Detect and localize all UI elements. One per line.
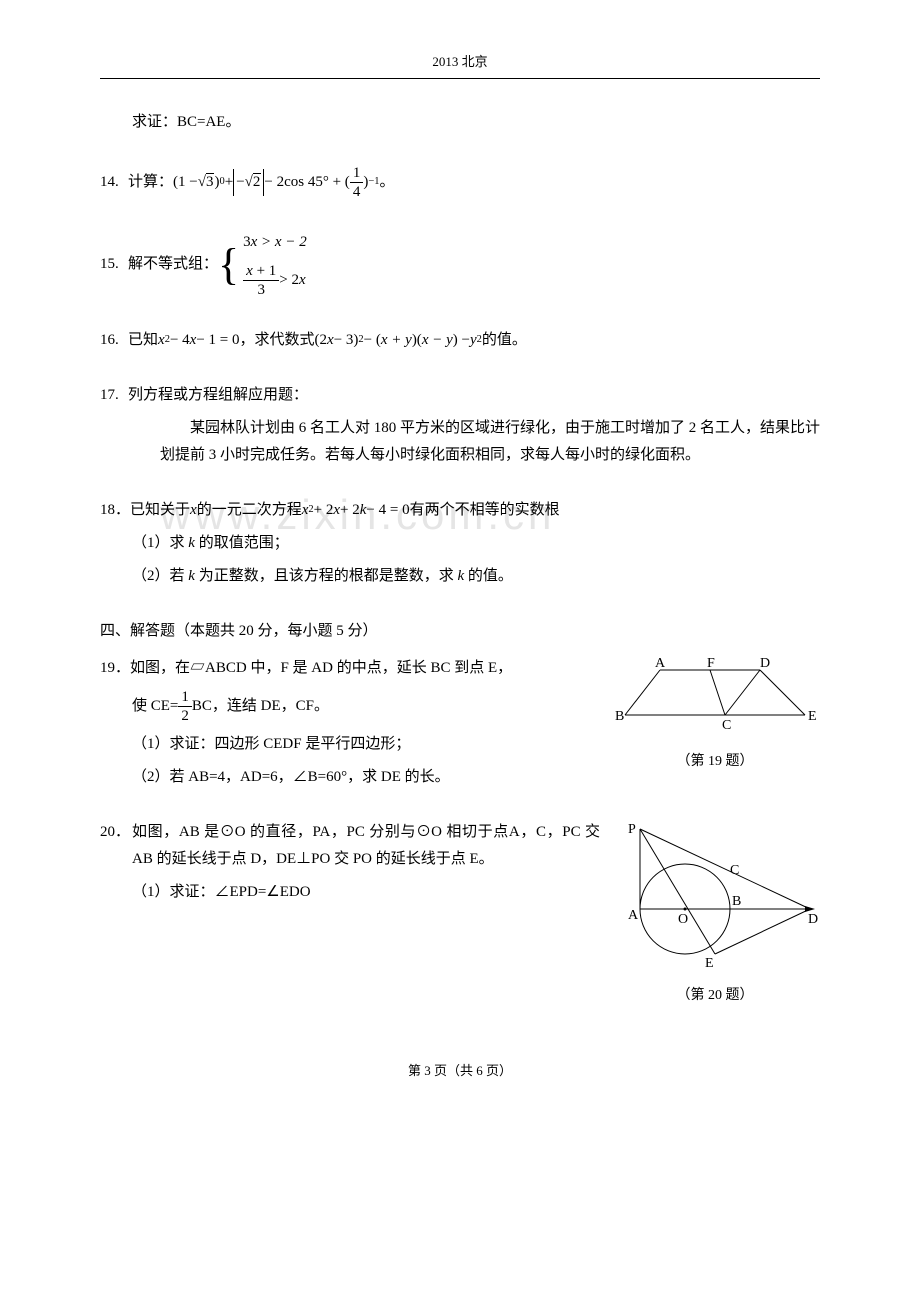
p14-supneg1: −1 xyxy=(368,173,379,192)
fig20-A: A xyxy=(628,908,639,923)
p14-end: 。 xyxy=(379,169,394,196)
p15-frac: x + 13 xyxy=(243,262,279,299)
fig20-caption: （第 20 题） xyxy=(610,983,820,1008)
figure-20: P C A O B D E （第 20 题） xyxy=(610,819,820,1008)
brace-icon: { xyxy=(218,247,239,282)
p19-num: 19． xyxy=(100,655,130,682)
problem-19: A F D B C E （第 19 题） 19． 如图，在▱ABCD 中，F 是… xyxy=(100,655,820,791)
p14-abs: −2 xyxy=(233,169,264,196)
p20-num: 20． xyxy=(100,819,130,846)
header-title: 2013 北京 xyxy=(100,50,820,73)
fig19-E: E xyxy=(808,709,817,724)
p15-line2: x + 13 > 2x xyxy=(243,262,307,299)
page-footer: 第 3 页（共 6 页） xyxy=(100,1059,820,1082)
fig20-E: E xyxy=(705,956,714,969)
p14-e3: + xyxy=(225,169,233,196)
p18-sub2: （2）若 k 为正整数，且该方程的根都是整数，求 k 的值。 xyxy=(132,563,820,590)
problem-20: P C A O B D E （第 20 题） 20． 如图，AB 是⊙O 的直径… xyxy=(100,819,820,1008)
fig19-caption: （第 19 题） xyxy=(610,749,820,774)
p14-label: 计算： xyxy=(128,169,173,196)
p18-sub1: （1）求 k 的取值范围； xyxy=(132,530,820,557)
fig20-O: O xyxy=(678,912,688,927)
figure-20-svg: P C A O B D E xyxy=(610,819,820,969)
figure-19-svg: A F D B C E xyxy=(610,655,820,735)
p14-num: 14. xyxy=(100,169,128,196)
fig20-D: D xyxy=(808,912,818,927)
fig19-A: A xyxy=(655,656,666,671)
problem-18: 18． 已知关于 x 的一元二次方程 x2 + 2 x + 2 k − 4 = … xyxy=(100,497,820,590)
problem-14: 14. 计算： (1 − 3 ) 0 + −2 − 2cos 45° + ( 1… xyxy=(100,164,820,201)
p15-label: 解不等式组： xyxy=(128,251,218,278)
p19-line1: 如图，在▱ABCD 中，F 是 AD 的中点，延长 BC 到点 E， xyxy=(130,655,512,682)
p15-system: { 3x > x − 2 x + 13 > 2x xyxy=(218,229,307,299)
p14-frac: 14 xyxy=(350,164,364,201)
p17-body: 某园林队计划由 6 名工人对 180 平方米的区域进行绿化，由于施工时增加了 2… xyxy=(160,415,820,469)
p14-e1: (1 − xyxy=(173,169,198,196)
p13-text: 求证：BC=AE。 xyxy=(132,114,240,130)
problem-17: 17. 列方程或方程组解应用题： 某园林队计划由 6 名工人对 180 平方米的… xyxy=(100,382,820,469)
p16-label: 已知 xyxy=(128,327,158,354)
p15-num: 15. xyxy=(100,251,128,278)
p14-sqrt2: 2 xyxy=(245,169,262,196)
p19-line2: 使 CE= 12 BC，连结 DE，CF。 xyxy=(132,688,600,725)
p14-sqrt3: 3 xyxy=(198,169,215,196)
fig19-D: D xyxy=(760,656,770,671)
problem-15: 15. 解不等式组： { 3x > x − 2 x + 13 > 2x xyxy=(100,229,820,299)
p19-frac: 12 xyxy=(178,688,192,725)
p17-title: 列方程或方程组解应用题： xyxy=(128,382,308,409)
p15-line1: 3x > x − 2 xyxy=(243,229,307,256)
p18-num: 18． xyxy=(100,497,130,524)
fig19-C: C xyxy=(722,718,731,733)
fig19-F: F xyxy=(707,656,715,671)
fig20-B: B xyxy=(732,894,741,909)
figure-19: A F D B C E （第 19 题） xyxy=(610,655,820,774)
fig20-P: P xyxy=(628,822,636,837)
p16-num: 16. xyxy=(100,327,128,354)
fig20-C: C xyxy=(730,863,739,878)
problem-16: 16. 已知 x2 − 4 x − 1 = 0 ，求代数式 (2 x − 3)2… xyxy=(100,327,820,354)
p17-num: 17. xyxy=(100,382,128,409)
problem-13-continuation: 求证：BC=AE。 xyxy=(132,109,820,136)
p14-e4: − 2cos 45° + ( xyxy=(264,169,349,196)
fig19-B: B xyxy=(615,709,624,724)
section-4-title: 四、解答题（本题共 20 分，每小题 5 分） xyxy=(100,618,820,645)
header-divider xyxy=(100,78,820,79)
